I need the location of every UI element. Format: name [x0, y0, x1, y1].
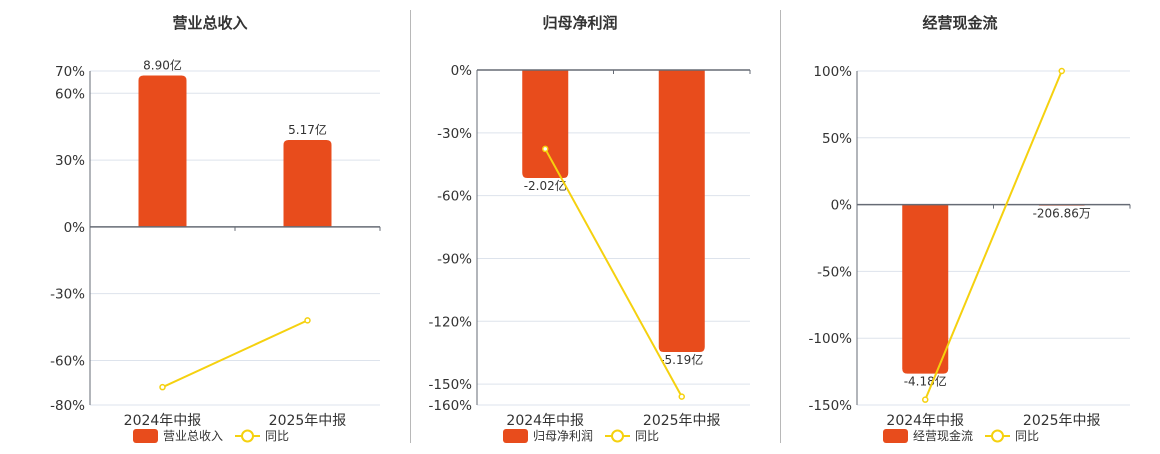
- bar-value-label: -4.18亿: [904, 374, 947, 389]
- chart-title: 营业总收入: [172, 14, 247, 32]
- cash-flow-chart: 经营现金流 100% 50% 0% -50% -100% -150% -4.18亿 -206.8…: [809, 14, 1131, 443]
- yoy-line: [544, 148, 683, 398]
- yoy-line: [162, 319, 308, 389]
- bar[interactable]: [658, 70, 705, 353]
- yoy-point[interactable]: [542, 145, 549, 153]
- y-tick-label: -160%: [429, 398, 473, 414]
- y-tick-label: -50%: [817, 264, 852, 280]
- legend-bar-label[interactable]: 经营现金流: [913, 428, 973, 443]
- y-tick-label: -80%: [50, 398, 85, 414]
- x-category-label: 2025年中报: [643, 413, 721, 429]
- y-tick-label: -120%: [429, 314, 473, 330]
- yoy-line: [924, 70, 1063, 401]
- legend-line-marker-icon: [611, 429, 624, 443]
- y-tick-label: -60%: [50, 353, 85, 369]
- y-tick-label: -150%: [429, 377, 473, 393]
- x-category-label: 2024年中报: [124, 413, 202, 429]
- y-tick-label: -30%: [437, 126, 472, 142]
- chart-panel-revenue: 营业总收入 70% 60% 30% 0% -30% -60% -80% 8.90亿 5.17亿 20…: [0, 0, 400, 450]
- x-category-label: 2025年中报: [1023, 413, 1101, 429]
- y-tick-label: 100%: [813, 64, 852, 80]
- chart-title: 经营现金流: [922, 14, 997, 32]
- chart-panel-net-profit: 归母净利润 0% -30% -60% -90% -120% -150% -160% -2.02亿…: [400, 0, 780, 450]
- y-tick-label: -100%: [809, 331, 853, 347]
- y-tick-label: 0%: [64, 220, 86, 236]
- panel-divider: [410, 10, 411, 443]
- legend-line-marker-icon: [991, 429, 1004, 443]
- x-category-label: 2024年中报: [886, 413, 964, 429]
- bar-value-label: 8.90亿: [143, 57, 182, 72]
- x-category-label: 2025年中报: [269, 413, 347, 429]
- y-tick-label: -90%: [437, 251, 472, 267]
- chart-title: 归母净利润: [542, 14, 617, 32]
- x-category-label: 2024年中报: [506, 413, 584, 429]
- y-tick-label: -60%: [437, 189, 472, 205]
- legend-bar-swatch[interactable]: [503, 429, 528, 443]
- panel-divider: [780, 10, 781, 443]
- yoy-point[interactable]: [1058, 67, 1065, 75]
- revenue-chart: 营业总收入 70% 60% 30% 0% -30% -60% -80% 8.90亿 5.17亿 20…: [50, 14, 381, 443]
- bar-value-label: -206.86万: [1033, 206, 1091, 220]
- y-tick-label: 60%: [55, 86, 85, 102]
- y-tick-label: -30%: [50, 287, 85, 303]
- legend-bar-swatch[interactable]: [883, 429, 908, 443]
- y-tick-label: 0%: [451, 63, 473, 79]
- legend-line-label[interactable]: 同比: [265, 429, 289, 443]
- legend-bar-label[interactable]: 营业总收入: [163, 429, 223, 443]
- chart-panel-cash-flow: 经营现金流 100% 50% 0% -50% -100% -150% -4.18亿 -206.8…: [780, 0, 1160, 450]
- bar[interactable]: [902, 204, 949, 374]
- legend-line-label[interactable]: 同比: [635, 429, 659, 443]
- y-tick-label: -150%: [809, 398, 853, 414]
- yoy-point[interactable]: [678, 393, 685, 400]
- y-tick-label: 30%: [55, 153, 85, 169]
- yoy-point[interactable]: [159, 383, 166, 391]
- bar[interactable]: [522, 70, 569, 179]
- yoy-point[interactable]: [922, 396, 929, 403]
- legend-bar-label[interactable]: 归母净利润: [533, 429, 593, 443]
- legend-bar-swatch[interactable]: [133, 429, 158, 443]
- y-tick-label: 0%: [831, 198, 853, 214]
- bar[interactable]: [138, 75, 187, 227]
- legend-line-label[interactable]: 同比: [1015, 429, 1039, 443]
- y-tick-label: 50%: [822, 131, 852, 147]
- bar-value-label: -2.02亿: [524, 178, 567, 193]
- net-profit-chart: 归母净利润 0% -30% -60% -90% -120% -150% -160% -2.02亿…: [429, 14, 751, 443]
- bar-value-label: 5.17亿: [288, 122, 327, 137]
- legend-line-marker-icon: [241, 429, 254, 443]
- bar-value-label: -5.19亿: [660, 352, 703, 367]
- y-tick-label: 70%: [55, 64, 85, 80]
- yoy-point[interactable]: [304, 317, 311, 324]
- bar[interactable]: [283, 140, 332, 227]
